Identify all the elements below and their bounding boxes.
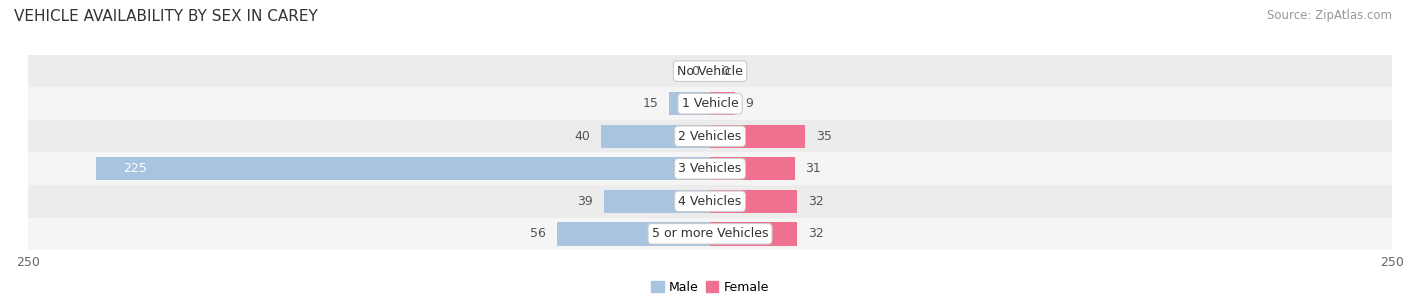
Bar (28, 120, 1392, 152)
Text: 39: 39 (576, 195, 593, 208)
Text: 0: 0 (721, 65, 728, 78)
Bar (710, 222, 797, 246)
Bar (710, 190, 797, 213)
Text: 40: 40 (574, 130, 591, 143)
Bar (28, 55, 1392, 88)
Bar (557, 222, 710, 246)
Bar (28, 217, 1392, 250)
Bar (603, 190, 710, 213)
Text: 1 Vehicle: 1 Vehicle (682, 97, 738, 110)
Bar (28, 185, 1392, 217)
Bar (28, 88, 1392, 120)
Bar (669, 92, 710, 115)
Bar (96, 157, 710, 181)
Text: 35: 35 (817, 130, 832, 143)
Bar (710, 124, 806, 148)
Text: 32: 32 (808, 227, 824, 240)
Bar (28, 152, 1392, 185)
Bar (600, 124, 710, 148)
Text: VEHICLE AVAILABILITY BY SEX IN CAREY: VEHICLE AVAILABILITY BY SEX IN CAREY (14, 9, 318, 24)
Text: 31: 31 (806, 162, 821, 175)
Text: 2 Vehicles: 2 Vehicles (679, 130, 741, 143)
Bar (710, 92, 734, 115)
Text: 225: 225 (124, 162, 148, 175)
Bar (710, 157, 794, 181)
Text: Source: ZipAtlas.com: Source: ZipAtlas.com (1267, 9, 1392, 22)
Text: 5 or more Vehicles: 5 or more Vehicles (652, 227, 768, 240)
Legend: Male, Female: Male, Female (647, 275, 773, 299)
Text: 9: 9 (745, 97, 754, 110)
Text: 32: 32 (808, 195, 824, 208)
Text: 15: 15 (643, 97, 658, 110)
Text: 3 Vehicles: 3 Vehicles (679, 162, 741, 175)
Text: 4 Vehicles: 4 Vehicles (679, 195, 741, 208)
Text: 0: 0 (692, 65, 699, 78)
Text: 56: 56 (530, 227, 547, 240)
Text: No Vehicle: No Vehicle (678, 65, 742, 78)
